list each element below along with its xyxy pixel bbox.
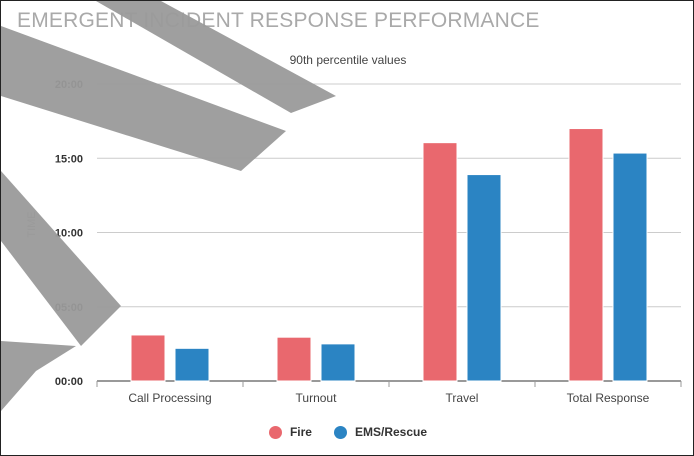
bar-fire — [276, 336, 312, 382]
bar-fire — [422, 142, 458, 382]
legend-swatch-ems — [333, 425, 347, 439]
y-tick-label: 10:00 — [55, 228, 83, 240]
bar-ems — [466, 174, 502, 382]
y-tick-label: 15:00 — [55, 153, 83, 165]
y-tick-label: 05:00 — [55, 302, 83, 314]
x-tick-label: Travel — [446, 391, 479, 405]
x-tick-label: Call Processing — [128, 391, 211, 405]
legend-label-ems: EMS/Rescue — [354, 425, 428, 439]
legend-swatch-fire — [268, 425, 282, 439]
y-axis-label: TIME — [26, 211, 38, 237]
legend-label-fire: Fire — [289, 425, 312, 439]
legend-item-ems: EMS/Rescue — [333, 425, 428, 439]
x-tick-label: Total Response — [567, 391, 650, 405]
y-tick-label: 20:00 — [55, 79, 83, 91]
chart-legend: Fire EMS/Rescue — [1, 425, 693, 439]
y-tick-label: 00:00 — [55, 376, 83, 388]
bar-ems — [174, 347, 210, 382]
bar-ems — [612, 152, 648, 382]
x-tick-label: Turnout — [296, 391, 338, 405]
bar-fire — [568, 128, 604, 382]
bar-ems — [320, 343, 356, 382]
legend-item-fire: Fire — [268, 425, 312, 439]
bar-fire — [130, 334, 166, 382]
